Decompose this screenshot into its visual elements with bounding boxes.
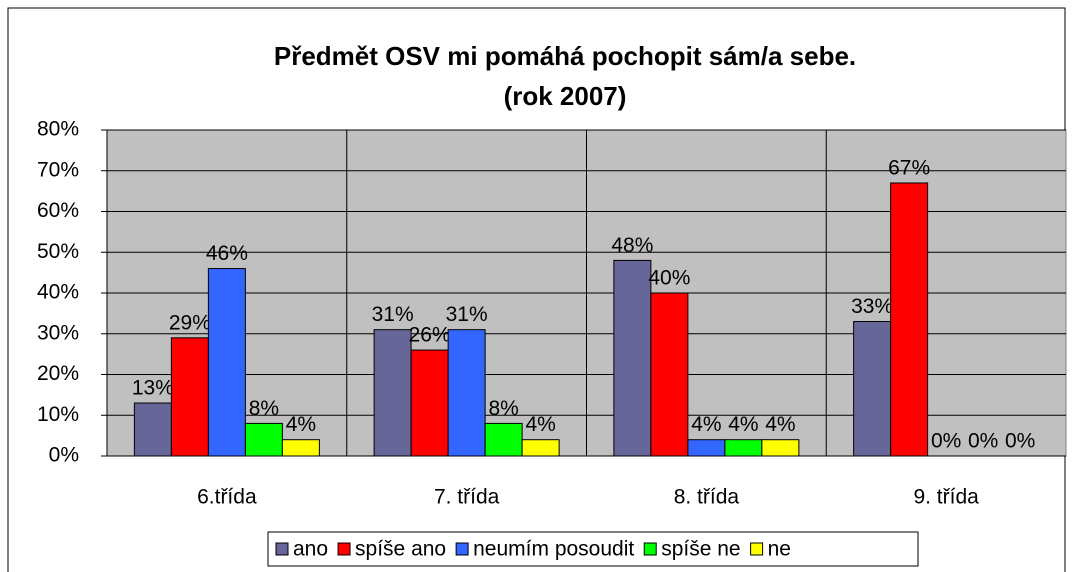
bar xyxy=(133,402,172,457)
bar xyxy=(170,337,209,457)
bar xyxy=(650,292,689,457)
data-label: 26% xyxy=(409,324,451,347)
legend-swatch xyxy=(337,542,351,556)
bar xyxy=(613,259,652,457)
bar xyxy=(724,439,763,457)
legend-label: spíše ano xyxy=(355,538,446,561)
y-tick-label: 40% xyxy=(37,281,79,304)
bar xyxy=(484,422,523,457)
x-tick-label: 6.třída xyxy=(197,486,257,509)
bar xyxy=(687,439,726,457)
bar xyxy=(853,321,892,457)
y-tick-label: 0% xyxy=(49,444,79,467)
data-label: 31% xyxy=(446,303,488,326)
x-tick-label: 7. třída xyxy=(434,486,500,509)
bar xyxy=(281,439,320,457)
x-tick-label: 8. třída xyxy=(674,486,740,509)
y-tick-label: 30% xyxy=(37,321,79,344)
bar xyxy=(410,349,449,457)
data-label: 46% xyxy=(206,242,248,265)
data-label: 48% xyxy=(611,234,653,257)
bar xyxy=(521,439,560,457)
bar xyxy=(890,182,929,457)
legend-label: spíše ne xyxy=(661,538,740,561)
data-label: 4% xyxy=(286,413,316,436)
data-label: 29% xyxy=(169,311,211,334)
chart-title: (rok 2007) xyxy=(504,81,627,111)
x-tick-label: 9. třída xyxy=(913,486,979,509)
y-tick-label: 70% xyxy=(37,158,79,181)
legend-label: neumím posoudit xyxy=(473,538,634,561)
data-label: 13% xyxy=(132,377,174,400)
chart-title: Předmět OSV mi pomáhá pochopit sám/a seb… xyxy=(274,41,856,71)
y-tick-label: 50% xyxy=(37,240,79,263)
data-label: 4% xyxy=(525,413,555,436)
bar xyxy=(447,329,486,457)
legend-swatch xyxy=(275,542,289,556)
data-label: 4% xyxy=(691,413,721,436)
y-tick-label: 20% xyxy=(37,362,79,385)
y-tick-label: 10% xyxy=(37,403,79,426)
bar xyxy=(373,329,412,457)
bar xyxy=(207,268,246,457)
bar xyxy=(761,439,800,457)
legend-label: ano xyxy=(293,538,328,561)
data-label: 67% xyxy=(888,157,930,180)
legend-box xyxy=(267,531,919,567)
data-label: 4% xyxy=(728,413,758,436)
legend-swatch xyxy=(643,542,657,556)
legend-swatch xyxy=(750,542,764,556)
data-label: 8% xyxy=(249,397,279,420)
y-tick-label: 60% xyxy=(37,199,79,222)
data-label: 8% xyxy=(488,397,518,420)
data-label: 0% xyxy=(1005,430,1035,453)
data-label: 40% xyxy=(648,267,690,290)
data-label: 4% xyxy=(765,413,795,436)
bar xyxy=(244,422,283,457)
y-tick-label: 80% xyxy=(37,118,79,141)
data-label: 31% xyxy=(372,303,414,326)
legend-swatch xyxy=(455,542,469,556)
legend-label: ne xyxy=(768,538,791,561)
data-label: 33% xyxy=(851,295,893,318)
data-label: 0% xyxy=(931,430,961,453)
data-label: 0% xyxy=(968,430,998,453)
